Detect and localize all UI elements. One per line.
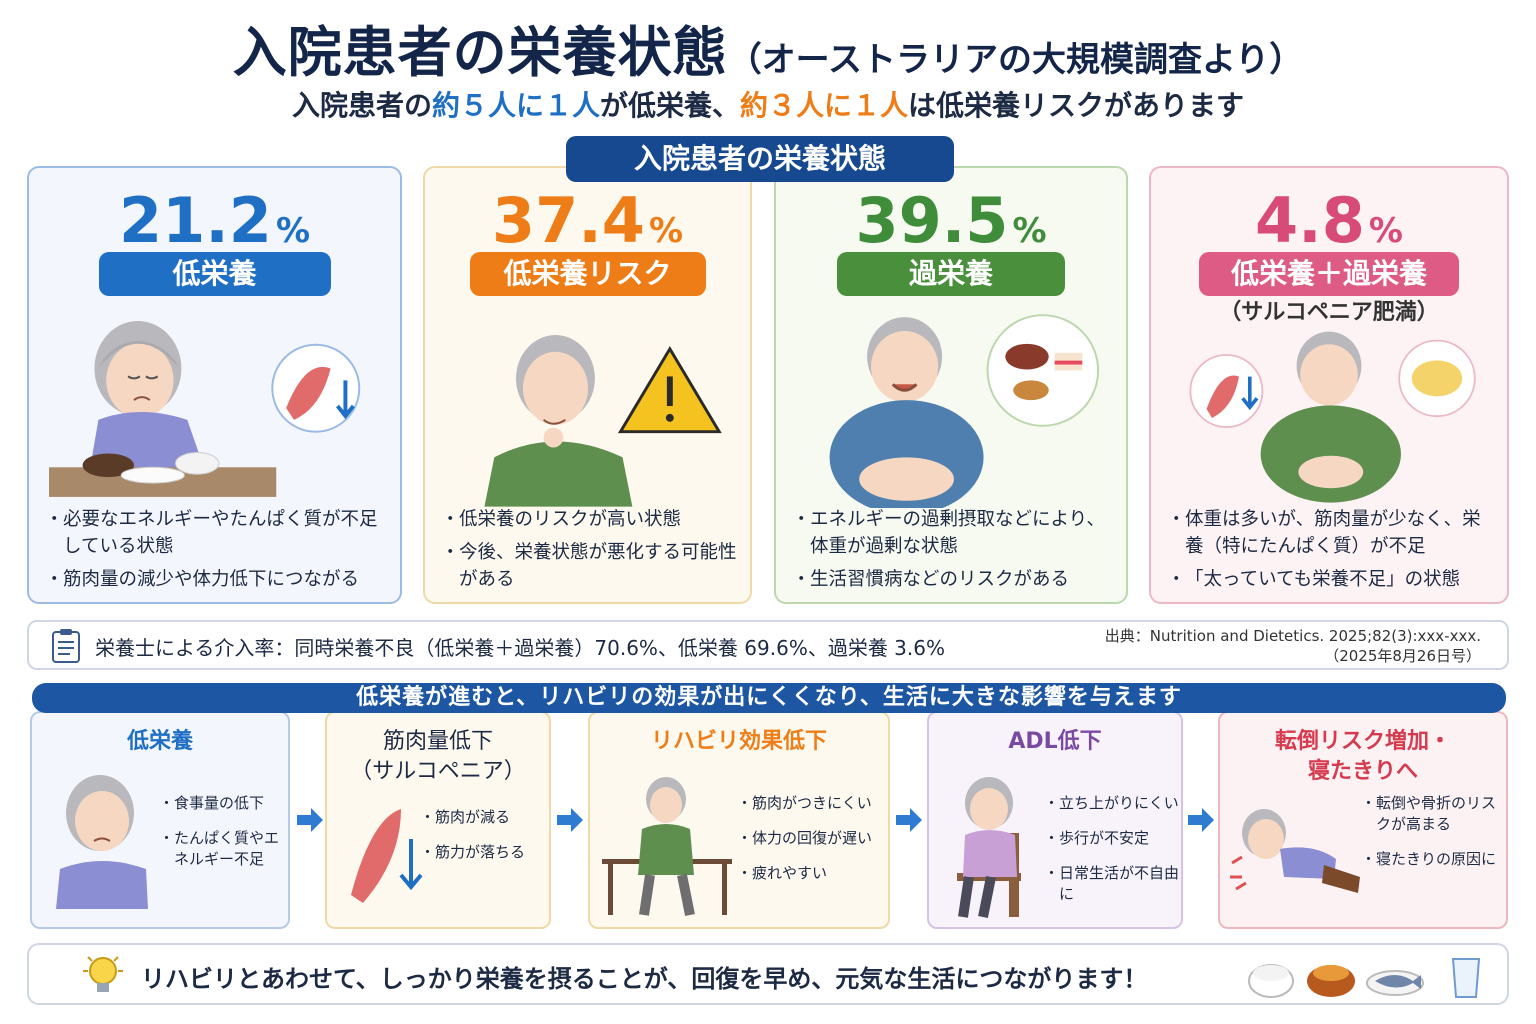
card-undernutrition: 21.2% 低栄養 必要なエネルギーやたんぱく質が不足している状態 筋肉量の減少… xyxy=(27,166,402,604)
muscle-down-icon xyxy=(351,809,423,903)
section-label: 入院患者の栄養状態 xyxy=(566,136,954,182)
step-undernutrition: 低栄養 食事量の低下 たんぱく質やエネルギー不足 xyxy=(30,711,290,929)
step-points: 転倒や骨折のリスクが高まる 寝たきりの原因に xyxy=(1361,793,1506,884)
category-label: 低栄養＋過栄養 xyxy=(1199,252,1459,296)
card-malnutrition-risk: 37.4% 低栄養リスク 低栄養のリスクが高い状態 今後、栄養状態が悪化する可能… xyxy=(423,166,752,604)
step-points: 筋肉が減る 筋力が落ちる xyxy=(420,807,549,877)
stat-value: 21.2% xyxy=(118,184,311,257)
card-bullets: エネルギーの過剰摂取などにより、体重が過剰な状態 生活習慣病などのリスクがある xyxy=(792,506,1116,599)
intervention-rate-text: 栄養士による介入率：同時栄養不良（低栄養＋過栄養）70.6%、低栄養 69.6%… xyxy=(95,636,945,660)
step-title: 筋肉量低下 （サルコペニア） xyxy=(350,729,526,784)
step-points: 立ち上がりにくい 歩行が不安定 日常生活が不自由に xyxy=(1044,793,1183,919)
step-title: 転倒リスク増加・ 寝たきりへ xyxy=(1274,729,1451,784)
bottom-message: リハビリとあわせて、しっかり栄養を摂ることが、回復を早め、元気な生活につながりま… xyxy=(141,965,1148,993)
healthy-food-icons xyxy=(1248,958,1481,998)
step-adl-decline: ADL低下 立ち上がりにくい 歩行が不安定 日常生活が不自由に xyxy=(927,711,1183,929)
sad-elderly-woman-icon xyxy=(56,775,148,909)
page-subtitle: 入院患者の約５人に１人が低栄養、約３人に１人は低栄養リスクがあります xyxy=(291,89,1245,122)
card-bullets: 必要なエネルギーやたんぱく質が不足している状態 筋肉量の減少や体力低下につながる xyxy=(45,506,390,599)
clipboard-icon xyxy=(52,629,80,663)
step-title: ADL低下 xyxy=(1008,729,1102,754)
step-rehab-decline: リハビリ効果低下 筋肉がつきにくい 体力の回復が遅い 疲れやすい xyxy=(588,711,890,929)
source-citation: 出典：Nutrition and Dietetics. 2025;82(3):x… xyxy=(1104,627,1481,665)
card-sarcopenic-obesity: 4.8% 低栄養＋過栄養 （サルコペニア肥満） 体重は多いが、筋肉量が少なく、栄… xyxy=(1149,166,1509,604)
step-title: 低栄養 xyxy=(126,729,193,754)
arrow-right-icon xyxy=(896,808,922,832)
sarcopenic-obese-elderly-icon xyxy=(1189,331,1476,503)
undernourished-elderly-icon xyxy=(49,321,361,497)
arrow-right-icon xyxy=(557,808,583,832)
stat-value: 4.8% xyxy=(1255,184,1403,257)
stat-value: 39.5% xyxy=(855,184,1047,257)
category-label: 低栄養リスク xyxy=(469,252,706,296)
step-points: 筋肉がつきにくい 体力の回復が遅い 疲れやすい xyxy=(737,793,888,898)
step-muscle-loss: 筋肉量低下（サルコペニア） 筋肉が減る 筋力が落ちる xyxy=(325,711,551,929)
worried-elderly-warning-icon xyxy=(484,335,722,507)
page-title: 入院患者の栄養状態（オーストラリアの大規模調査より） xyxy=(232,21,1304,84)
lightbulb-icon xyxy=(83,956,123,992)
step-points: 食事量の低下 たんぱく質やエネルギー不足 xyxy=(159,793,288,884)
overweight-elderly-food-icon xyxy=(829,314,1100,508)
card-bullets: 体重は多いが、筋肉量が少なく、栄養（特にたんぱく質）が不足 「太っていても栄養不… xyxy=(1167,506,1497,599)
fallen-elderly-icon xyxy=(1230,809,1360,893)
stat-value: 37.4% xyxy=(491,184,684,257)
flow-banner: 低栄養が進むと、リハビリの効果が出にくくなり、生活に大きな影響を与えます xyxy=(32,683,1506,713)
category-label: 低栄養 xyxy=(98,252,331,296)
step-title: リハビリ効果低下 xyxy=(650,729,827,754)
arrow-right-icon xyxy=(297,808,323,832)
card-bullets: 低栄養のリスクが高い状態 今後、栄養状態が悪化する可能性がある xyxy=(441,506,740,599)
step-fall-bedridden: 転倒リスク増加・寝たきりへ 転倒や骨折のリスクが高まる 寝たきりの原因に xyxy=(1218,711,1508,929)
category-label: 過栄養 xyxy=(837,252,1065,296)
card-overnutrition: 39.5% 過栄養 エネルギーの過剰摂取などにより、体重が過剰な状態 生活習慣病… xyxy=(774,166,1128,604)
category-note: （サルコペニア肥満） xyxy=(1219,300,1439,325)
bottom-message-bar: リハビリとあわせて、しっかり栄養を摂ることが、回復を早め、元気な生活につながりま… xyxy=(27,943,1509,1005)
seated-elderly-woman-icon xyxy=(957,777,1021,918)
arrow-right-icon xyxy=(1188,808,1214,832)
intervention-rate-bar: 栄養士による介入率：同時栄養不良（低栄養＋過栄養）70.6%、低栄養 69.6%… xyxy=(27,620,1509,670)
elderly-walking-bars-icon xyxy=(602,777,732,916)
